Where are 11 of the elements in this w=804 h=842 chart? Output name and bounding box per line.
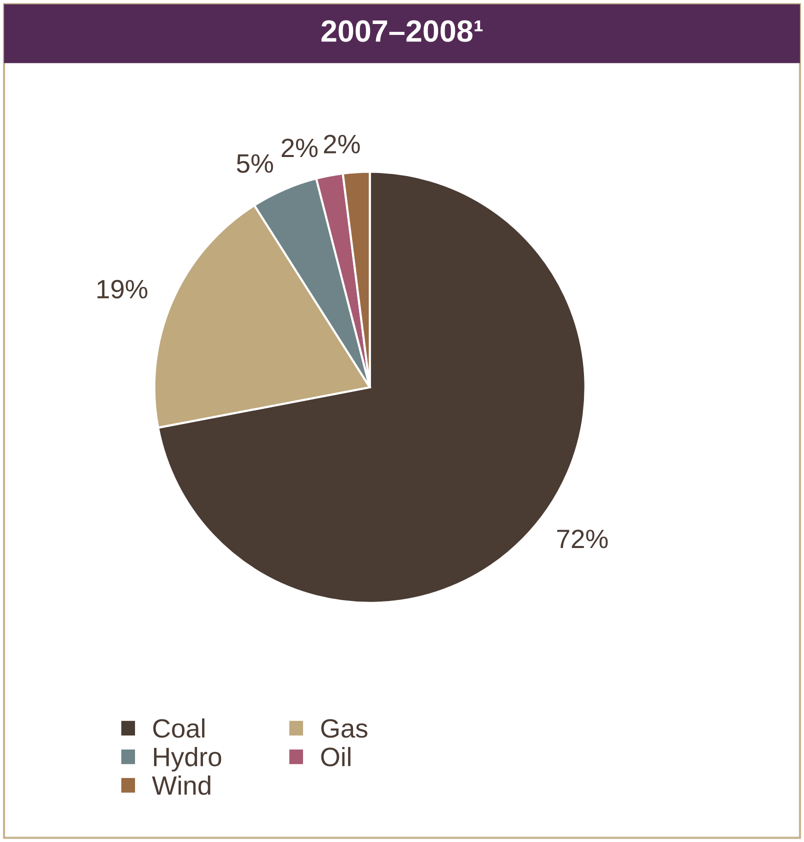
data-label: 5% xyxy=(236,154,274,173)
legend-label: Coal xyxy=(153,718,204,738)
data-label: 2% xyxy=(324,134,360,154)
data-label: 2% xyxy=(282,138,318,158)
legend-label: Wind xyxy=(152,776,210,795)
legend-label: Oil xyxy=(321,746,350,766)
legend-label: Gas xyxy=(321,719,368,738)
data-label: 19% xyxy=(97,280,148,299)
legend-label: Hydro xyxy=(154,746,222,772)
data-label: 72% xyxy=(557,530,608,548)
chart-title: 2007–2008¹ xyxy=(322,20,483,42)
